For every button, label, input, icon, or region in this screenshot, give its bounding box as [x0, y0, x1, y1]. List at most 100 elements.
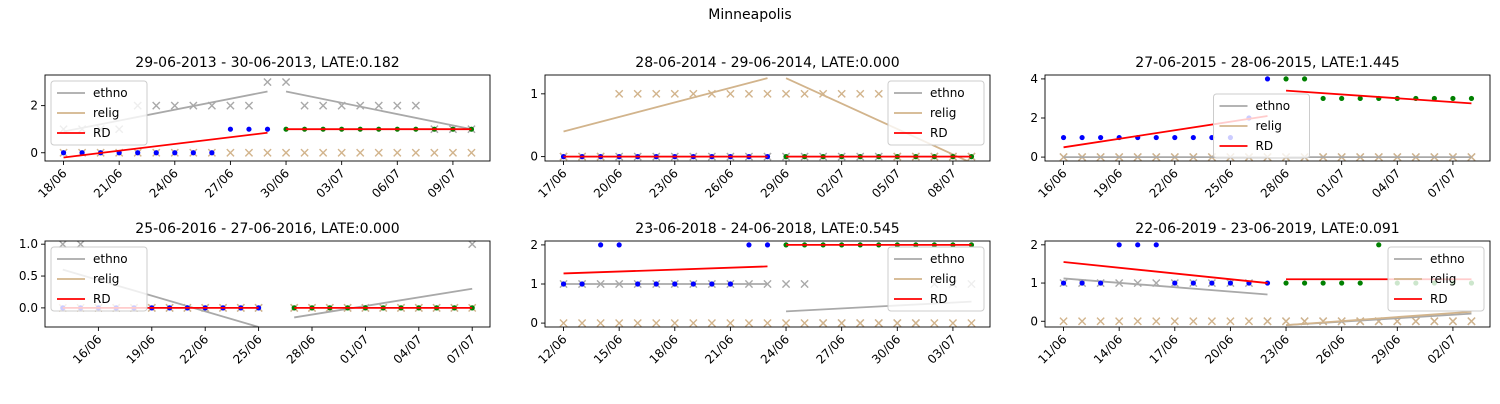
before-dot	[1227, 280, 1234, 286]
relig-marker	[1244, 317, 1254, 326]
relig-marker	[800, 318, 809, 327]
before-dot	[1264, 76, 1271, 82]
before-dot	[560, 281, 567, 287]
legend-label-RD: RD	[93, 292, 111, 306]
x-tick-label: 26/06	[702, 166, 736, 200]
y-tick-label: 0	[1030, 150, 1038, 164]
x-tick-label: 08/07	[925, 166, 959, 200]
figure-suptitle: Minneapolis	[708, 7, 791, 23]
before-dot	[616, 242, 622, 248]
subplot-title: 23-06-2018 - 24-06-2018, LATE:0.545	[635, 221, 899, 237]
x-tick-label: 24/06	[147, 166, 181, 200]
relig-marker	[615, 318, 624, 327]
after-dot	[1357, 280, 1363, 286]
y-tick-label: 0.0	[19, 301, 38, 315]
relig-marker	[633, 89, 642, 98]
relig-marker	[874, 89, 883, 98]
y-tick-label: 4	[1030, 72, 1038, 86]
x-tick-label: 21/06	[91, 166, 125, 200]
relig-marker	[1207, 317, 1216, 326]
after-dot	[1320, 280, 1326, 286]
after-dot	[1301, 280, 1308, 286]
y-tick-label: 0.5	[19, 269, 38, 283]
legend-label-relig: relig	[930, 272, 956, 286]
y-tick-label: 0	[30, 146, 38, 160]
legend-label-ethno: ethno	[1430, 252, 1465, 266]
x-tick-label: 01/07	[1313, 166, 1347, 200]
before-dot	[227, 126, 234, 132]
before-dot	[209, 150, 215, 156]
y-tick-label: 1	[530, 277, 538, 291]
ethno-fit-after-line	[285, 90, 472, 131]
ethno-marker	[263, 77, 272, 87]
before-dot	[579, 281, 585, 287]
relig-marker	[856, 89, 865, 98]
x-tick-label: 23/06	[1258, 332, 1292, 366]
relig-marker	[1467, 317, 1476, 326]
before-dot	[1116, 242, 1122, 248]
ethno-marker	[411, 101, 420, 110]
before-dot	[1098, 134, 1104, 141]
relig-marker	[911, 318, 920, 327]
before-dot	[1172, 280, 1178, 286]
relig-marker	[1096, 317, 1105, 326]
relig-fit-after-line	[785, 77, 970, 161]
subplot-title: 27-06-2015 - 28-06-2015, LATE:1.445	[1135, 55, 1399, 71]
x-tick-label: 27/06	[813, 332, 847, 366]
y-tick-label: 0	[530, 150, 538, 164]
x-tick-label: 12/06	[535, 332, 569, 366]
relig-marker	[1170, 317, 1179, 326]
ethno-marker	[800, 279, 809, 289]
relig-marker	[726, 89, 735, 98]
relig-marker	[930, 318, 939, 327]
ethno-marker	[319, 101, 328, 110]
ethno-marker	[170, 101, 179, 110]
before-dot	[709, 281, 715, 287]
relig-marker	[967, 318, 976, 327]
x-tick-label: 23/06	[647, 166, 681, 200]
x-tick-label: 24/06	[758, 332, 792, 366]
plot-area	[1059, 242, 1476, 326]
subplot-6: 22-06-2019 - 23-06-2019, LATE:0.091 0 1 2 11…	[1030, 221, 1491, 367]
RD-before-line	[63, 131, 268, 159]
before-dot	[79, 150, 85, 156]
ethno-marker	[356, 101, 365, 110]
x-tick-label: 14/06	[1091, 332, 1125, 366]
relig-marker	[1189, 317, 1198, 326]
before-dot	[672, 281, 678, 287]
RD-after-line	[1285, 89, 1472, 105]
after-dot	[1431, 95, 1437, 102]
x-tick-label: 17/06	[1147, 332, 1181, 366]
legend-label-RD: RD	[1430, 292, 1448, 306]
ethno-fit-after-line	[294, 287, 473, 319]
before-dot	[764, 242, 771, 248]
axes-frame	[1044, 240, 1491, 328]
legend: ethno relig RD	[50, 246, 148, 312]
legend-box	[50, 246, 148, 312]
y-tick-label: 0	[530, 316, 538, 330]
before-dot	[653, 281, 659, 287]
relig-marker	[670, 89, 679, 98]
after-dot	[1376, 242, 1382, 248]
before-dot	[135, 150, 141, 156]
before-dot	[1190, 134, 1196, 141]
ethno-marker	[374, 101, 383, 110]
before-dot	[1153, 134, 1159, 141]
x-tick-label: 05/07	[869, 166, 903, 200]
relig-marker	[596, 318, 605, 327]
relig-marker	[1115, 317, 1124, 326]
relig-marker	[1226, 317, 1235, 326]
after-dot	[1357, 95, 1363, 102]
x-tick-label: 29/06	[1369, 332, 1403, 366]
before-dot	[1079, 280, 1085, 286]
x-tick-label: 19/06	[1091, 166, 1125, 200]
before-dot	[172, 150, 178, 156]
subplot-2: 28-06-2014 - 29-06-2014, LATE:0.000 0 1 17/…	[530, 55, 991, 201]
subplot-5: 23-06-2018 - 24-06-2018, LATE:0.545 0 1 2 12…	[530, 221, 991, 367]
plot-area	[559, 242, 976, 327]
y-tick-label: 1	[1030, 276, 1038, 290]
relig-marker	[837, 89, 846, 98]
x-tick-label: 22/06	[1147, 166, 1181, 200]
relig-marker	[763, 318, 772, 327]
